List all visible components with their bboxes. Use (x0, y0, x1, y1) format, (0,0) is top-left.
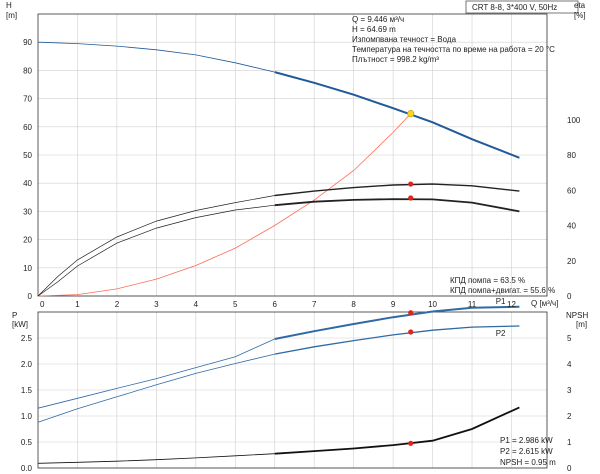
duty-info-block: Q = 9.446 м³/ч H = 64.69 m Изпомпвана те… (352, 15, 555, 64)
eta-pump-readout: КПД помпа = 63.5 % (450, 276, 525, 285)
x-tick-label: 9 (391, 300, 396, 309)
head-tick-label: 60 (23, 123, 32, 132)
eta-tick-label: 100 (567, 116, 581, 125)
head-tick-label: 20 (23, 236, 32, 245)
info-q: Q = 9.446 м³/ч (352, 15, 404, 24)
npsh-curve-partload (37, 453, 275, 464)
info-liquid: Изпомпвана течност = Вода (352, 35, 457, 44)
npsh-tick-label: 2 (567, 412, 572, 421)
npsh-tick-label: 4 (567, 360, 572, 369)
duty-point-p1-marker (408, 310, 414, 316)
chart-ticks: 1 2 3 4 5 6 7 8 9 10 11 120102030405060708090020406… (21, 38, 581, 473)
x-tick-label: 8 (351, 300, 356, 309)
x-tick-label: 5 (233, 300, 238, 309)
x-tick-label: 2 (115, 300, 120, 309)
npsh-readout: NPSH = 0.95 m (500, 458, 556, 467)
p2-curve (274, 325, 520, 355)
duty-point-eta-pump-marker (408, 181, 414, 187)
head-tick-label: 10 (23, 264, 32, 273)
npsh-axis-unit: [m] (576, 320, 587, 329)
duty-point-p2-marker (408, 329, 414, 335)
head-tick-label: 90 (23, 38, 32, 47)
p1-curve (274, 305, 520, 340)
head-tick-label: 80 (23, 66, 32, 75)
p2-curve-partload (37, 353, 275, 423)
head-axis-unit: [m] (6, 11, 17, 20)
x-tick-label: 4 (194, 300, 199, 309)
power-tick-label: 1.5 (21, 386, 33, 395)
eta-tick-label: 20 (567, 257, 576, 266)
npsh-tick-label: 3 (567, 386, 572, 395)
duty-point-eta-total-marker (408, 195, 414, 201)
eta-total-readout: КПД помпа+двигат. = 55.6 % (450, 286, 555, 295)
head-tick-label: 30 (23, 207, 32, 216)
power-tick-label: 2.0 (21, 360, 33, 369)
head-chart-grid (38, 14, 547, 297)
p1-readout: P1 = 2.986 kW (500, 436, 553, 445)
power-tick-label: 2.5 (21, 334, 33, 343)
npsh-curve (274, 406, 520, 455)
power-chart-grid (38, 312, 547, 469)
p1-curve-partload (37, 338, 275, 409)
eta-pump-curve (274, 183, 520, 197)
eta-pump-curve-partload (37, 195, 275, 297)
duty-point-npsh-marker (408, 440, 414, 446)
eta-axis-unit: [%] (574, 11, 586, 20)
p2-series-label: P2 (496, 329, 506, 338)
power-tick-label: 1.0 (21, 412, 33, 421)
x-tick-label: 3 (154, 300, 159, 309)
x-tick-label: 7 (312, 300, 317, 309)
eta-axis-label: eta (574, 1, 586, 10)
system-curve (37, 113, 411, 297)
head-tick-label: 50 (23, 151, 32, 160)
info-temperature: Температура на течността по време на раб… (352, 45, 555, 54)
x-tick-label: 1 (75, 300, 80, 309)
power-axis-unit: [kW] (12, 320, 28, 329)
chart-curves: P1 P2 (37, 41, 520, 464)
head-curve (274, 71, 520, 159)
npsh-tick-label: 1 (567, 438, 572, 447)
head-curve-partload (37, 41, 275, 73)
flow-axis-label: Q [м³/ч] (531, 299, 558, 308)
eta-tick-label: 80 (567, 151, 576, 160)
x-tick-label: 12 (507, 300, 516, 309)
power-axis-label: P (12, 311, 17, 320)
power-tick-label: 0.0 (21, 464, 33, 473)
p2-readout: P2 = 2.615 kW (500, 447, 553, 456)
eta-total-curve (274, 198, 520, 213)
head-tick-label: 70 (23, 95, 32, 104)
eta-tick-label: 0 (567, 292, 572, 301)
pump-label-box (465, 0, 579, 14)
npsh-tick-label: 5 (567, 334, 572, 343)
eta-total-curve-partload (37, 204, 275, 297)
head-tick-label: 40 (23, 179, 32, 188)
npsh-axis-label: NPSH (566, 311, 588, 320)
x-tick-label: 6 (273, 300, 278, 309)
power-chart-frame (37, 311, 548, 469)
x-tick-label: 11 (468, 300, 477, 309)
head-tick-label: 0 (28, 292, 33, 301)
head-axis-label: H (6, 1, 12, 10)
p1-series-label: P1 (496, 297, 506, 306)
power-tick-label: 0.5 (21, 438, 33, 447)
eta-tick-label: 40 (567, 222, 576, 231)
eta-tick-label: 60 (567, 186, 576, 195)
info-density: Плътност = 998.2 kg/m³ (352, 55, 439, 64)
info-h: H = 64.69 m (352, 25, 396, 34)
pump-label: CRT 8-8, 3*400 V, 50Hz (472, 3, 557, 12)
x-tick-label-zero: 0 (40, 300, 45, 309)
duty-point-head-marker (407, 110, 415, 118)
npsh-tick-label: 0 (567, 464, 572, 473)
x-tick-label: 10 (428, 300, 437, 309)
head-chart-frame (37, 13, 548, 297)
